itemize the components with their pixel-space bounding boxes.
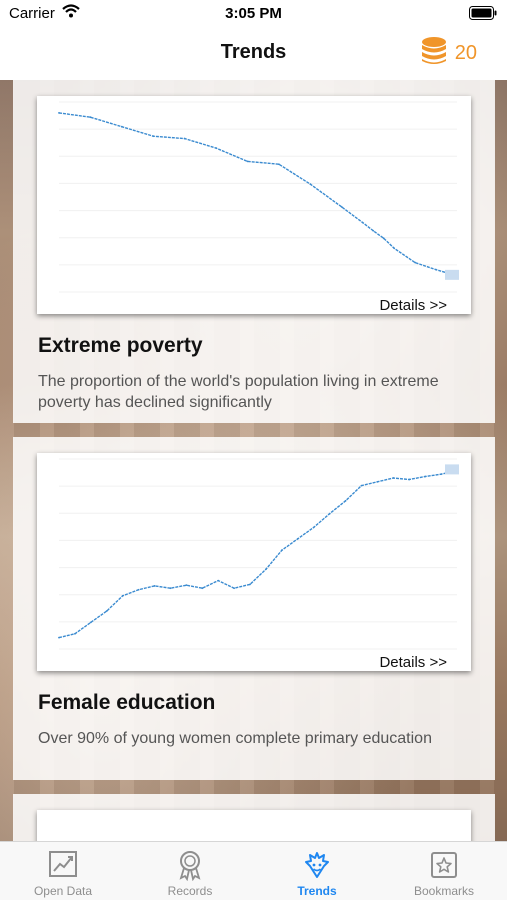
education-chart (58, 458, 459, 650)
details-link[interactable]: Details >> (379, 297, 447, 314)
series-line (58, 469, 458, 639)
data-point (414, 261, 417, 264)
data-point (265, 568, 267, 571)
chart-icon (47, 849, 79, 881)
card-title: Extreme poverty (38, 334, 203, 357)
data-point (408, 478, 411, 481)
wifi-icon (62, 4, 80, 22)
data-point (58, 636, 60, 639)
card-description: Over 90% of young women complete primary… (38, 730, 432, 747)
tab-label: Trends (297, 884, 337, 898)
data-point (435, 268, 437, 271)
details-link[interactable]: Details >> (379, 654, 447, 671)
data-point (183, 137, 186, 140)
data-point (309, 183, 312, 186)
tab-records[interactable]: Records (127, 842, 253, 900)
trend-card-female-education[interactable]: Details >> Female education Over 90% of … (13, 437, 495, 780)
card-description: The proportion of the world's population… (38, 373, 439, 411)
data-point (152, 135, 155, 138)
data-point (360, 484, 363, 487)
data-point (137, 588, 140, 591)
tab-label: Bookmarks (413, 884, 475, 898)
coin-stack-icon (421, 36, 447, 71)
data-point (201, 587, 204, 590)
data-point (296, 537, 299, 540)
tab-bookmarks[interactable]: Bookmarks (381, 842, 507, 900)
series-line (58, 112, 458, 277)
data-point (249, 583, 251, 586)
data-point (246, 160, 249, 163)
tab-open-data[interactable]: Open Data (0, 842, 126, 900)
poverty-chart (58, 101, 459, 293)
data-point (392, 477, 395, 479)
data-point (215, 147, 218, 149)
data-point (382, 237, 385, 240)
data-point (376, 480, 379, 483)
tab-label: Records (167, 884, 213, 898)
data-point (89, 621, 92, 624)
navigation-bar: Trends 20 (0, 28, 507, 80)
coin-count: 20 (454, 41, 477, 64)
tab-label: Open Data (33, 884, 93, 898)
data-point (169, 587, 172, 590)
data-point (105, 610, 108, 612)
data-point (361, 221, 364, 224)
data-point (74, 632, 76, 635)
data-point (424, 475, 427, 478)
carrier-label: Carrier (9, 5, 55, 22)
award-icon (174, 849, 206, 882)
data-point (393, 247, 396, 250)
end-value-marker (445, 269, 459, 280)
battery-icon (469, 6, 497, 24)
trend-card-partial[interactable] (13, 794, 495, 841)
data-point (121, 594, 124, 597)
tab-bar: Open Data Records Trends (0, 841, 507, 900)
data-point (185, 584, 188, 587)
end-value-marker (445, 464, 459, 475)
data-point (120, 125, 123, 128)
data-point (312, 526, 315, 529)
data-point (233, 587, 236, 590)
data-point (89, 116, 92, 119)
trend-card-extreme-poverty[interactable]: Details >> Extreme poverty The proportio… (13, 80, 495, 423)
status-bar: Carrier 3:05 PM (0, 0, 507, 28)
data-point (217, 579, 220, 582)
tab-trends[interactable]: Trends (254, 842, 380, 900)
data-point (340, 206, 343, 208)
data-point (280, 549, 283, 552)
trends-list[interactable]: Details >> Extreme poverty The proportio… (0, 80, 507, 841)
trends-icon (301, 849, 333, 881)
page-title: Trends (220, 41, 287, 63)
data-point (372, 229, 375, 232)
status-time: 3:05 PM (225, 5, 282, 22)
data-point (58, 112, 60, 114)
data-point (153, 585, 156, 587)
bookmark-star-icon (428, 849, 460, 881)
card-title: Female education (38, 691, 216, 714)
data-point (328, 512, 331, 515)
trend-chart-thumbnail[interactable]: Details >> (37, 453, 471, 671)
coin-balance[interactable]: 20 (421, 36, 477, 71)
data-point (278, 163, 280, 166)
data-point (440, 473, 442, 476)
trend-chart-thumbnail[interactable]: Details >> (37, 96, 471, 314)
data-point (344, 499, 347, 502)
trend-chart-thumbnail[interactable] (37, 810, 471, 841)
